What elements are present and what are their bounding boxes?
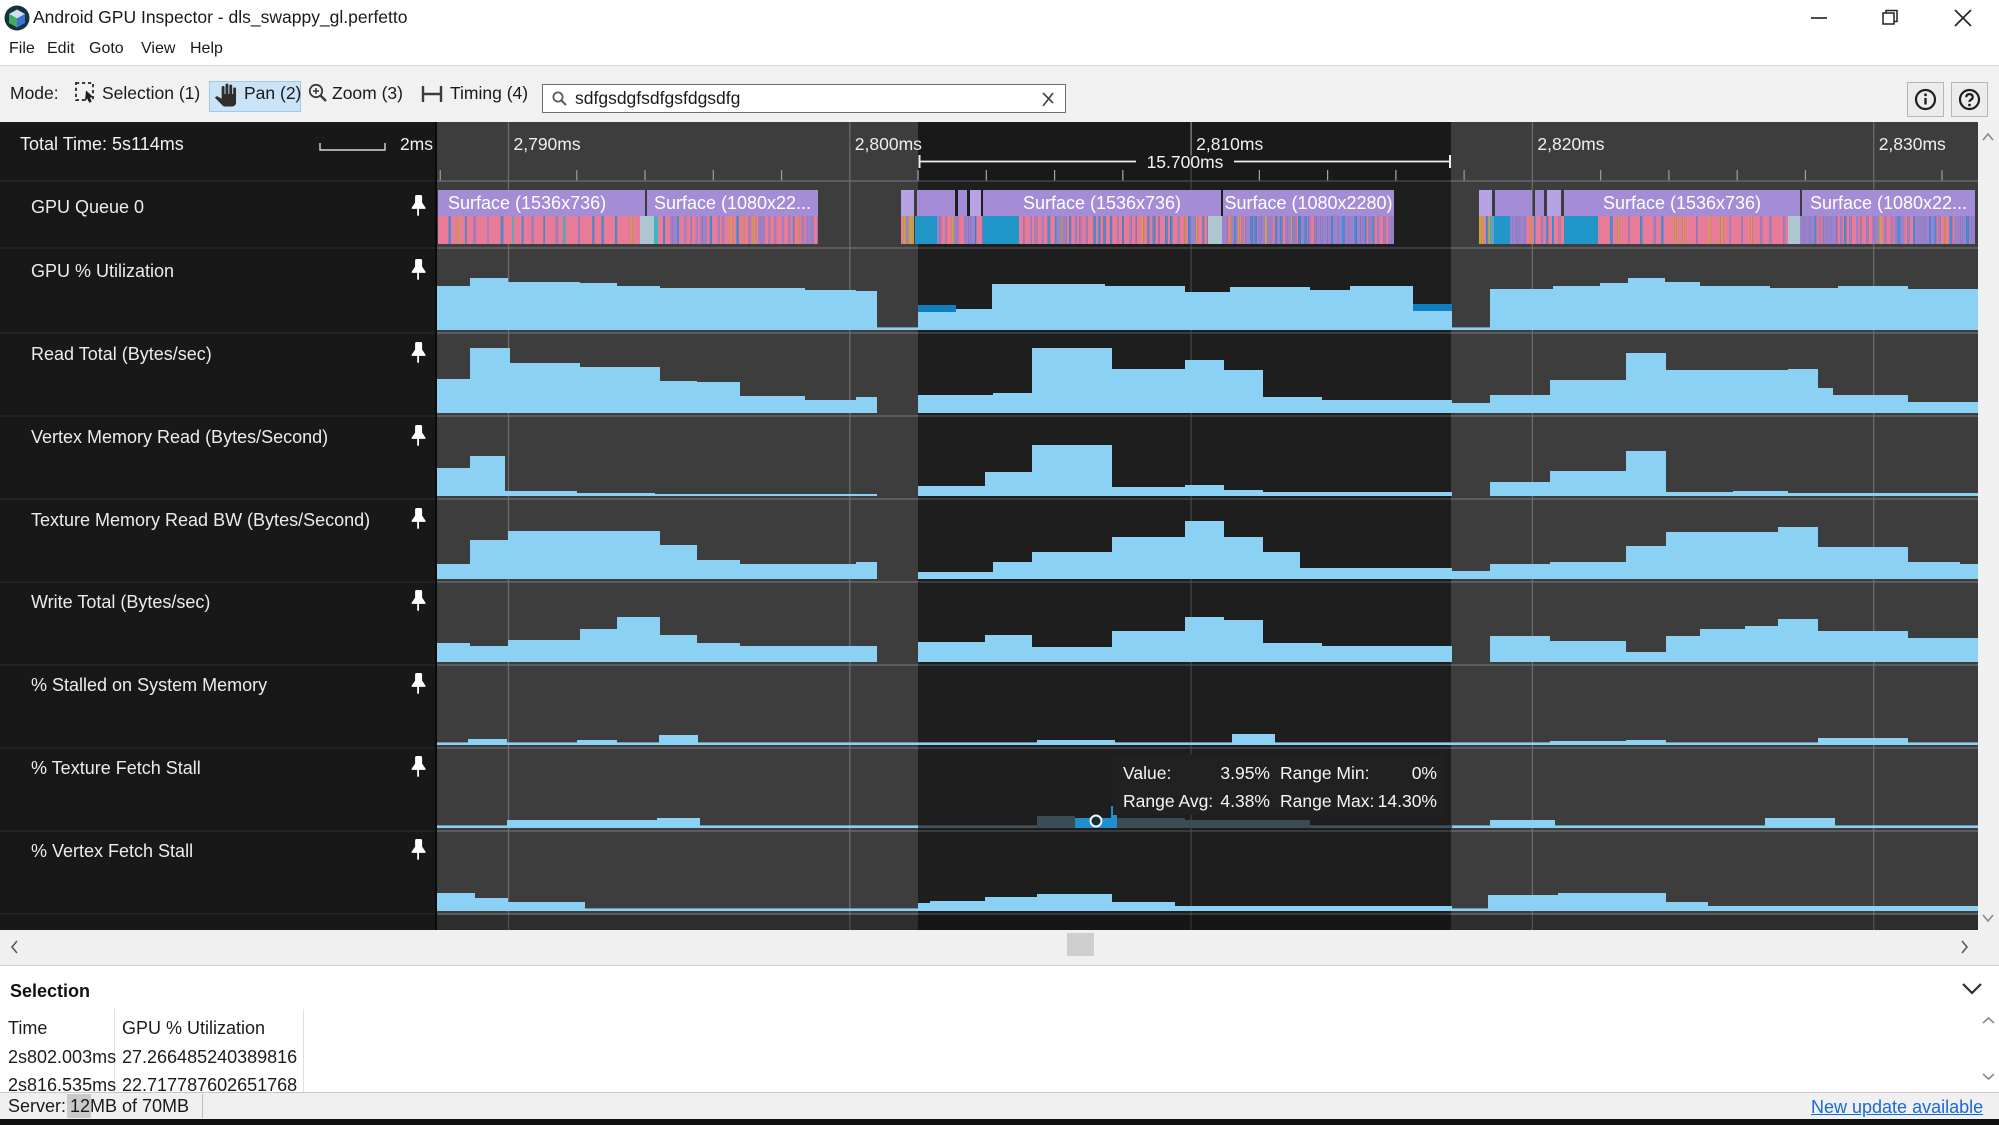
svg-text:Surface (1080x22...: Surface (1080x22... [654,193,811,213]
svg-text:Total Time: 5s114ms: Total Time: 5s114ms [20,134,184,154]
svg-text:2ms: 2ms [400,134,433,154]
svg-text:2,790ms: 2,790ms [514,134,581,154]
svg-text:GPU % Utilization: GPU % Utilization [31,261,174,281]
svg-text:Surface (1536x736): Surface (1536x736) [448,193,606,213]
svg-text:3.95%: 3.95% [1220,763,1270,783]
svg-text:Range Max:: Range Max: [1280,791,1374,811]
svg-text:Range Avg:: Range Avg: [1123,791,1213,811]
svg-text:% Texture Fetch Stall: % Texture Fetch Stall [31,758,201,778]
svg-text:Write Total (Bytes/sec): Write Total (Bytes/sec) [31,592,210,612]
svg-text:2,810ms: 2,810ms [1196,134,1263,154]
svg-text:Read Total (Bytes/sec): Read Total (Bytes/sec) [31,344,212,364]
svg-text:14.30%: 14.30% [1378,791,1437,811]
svg-text:Value:: Value: [1123,763,1171,783]
svg-text:2,800ms: 2,800ms [855,134,922,154]
svg-text:Range Min:: Range Min: [1280,763,1370,783]
svg-text:Surface (1536x736): Surface (1536x736) [1603,193,1761,213]
svg-text:Surface (1080x2280): Surface (1080x2280) [1224,193,1392,213]
svg-text:Vertex Memory Read (Bytes/Seco: Vertex Memory Read (Bytes/Second) [31,427,328,447]
svg-text:2,820ms: 2,820ms [1537,134,1604,154]
svg-text:% Stalled on System Memory: % Stalled on System Memory [31,675,267,695]
svg-text:4.38%: 4.38% [1220,791,1270,811]
svg-text:Surface (1080x22...: Surface (1080x22... [1810,193,1967,213]
svg-text:15.700ms: 15.700ms [1147,152,1224,172]
svg-text:2,830ms: 2,830ms [1879,134,1946,154]
svg-text:Surface (1536x736): Surface (1536x736) [1023,193,1181,213]
svg-text:GPU Queue 0: GPU Queue 0 [31,197,144,217]
svg-text:% Vertex Fetch Stall: % Vertex Fetch Stall [31,841,193,861]
svg-text:Texture Memory Read BW (Bytes/: Texture Memory Read BW (Bytes/Second) [31,510,370,530]
svg-text:0%: 0% [1412,763,1437,783]
